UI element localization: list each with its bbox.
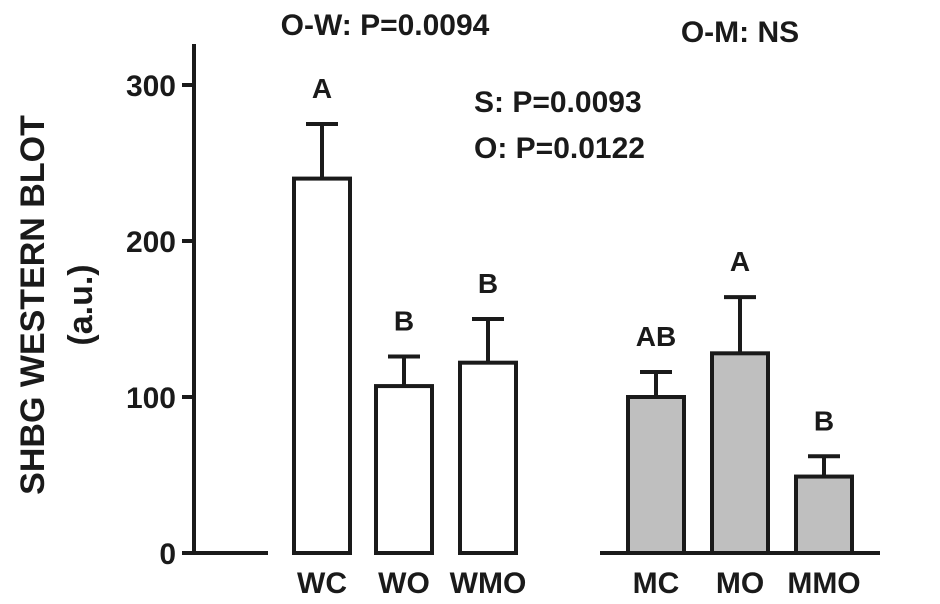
bar-WC <box>292 176 352 555</box>
bar-MC <box>626 395 686 555</box>
y-tick-label-300: 300 <box>126 70 176 103</box>
category-label-MMO: MMO <box>787 567 860 600</box>
group-label-women: O-W: P=0.0094 <box>281 9 490 42</box>
bar-WMO <box>458 360 518 555</box>
y-tick-label-200: 200 <box>126 226 176 259</box>
significance-letter-WMO: B <box>478 268 498 299</box>
group-label-men: O-M: NS <box>681 16 799 49</box>
y-tick-label-0: 0 <box>159 538 176 571</box>
annotation-s: S: P=0.0093 <box>474 86 642 119</box>
significance-letter-MC: AB <box>636 321 676 352</box>
significance-letter-MMO: B <box>814 405 834 436</box>
y-axis-label-line2: (a.u.) <box>62 264 100 345</box>
significance-letter-WO: B <box>394 305 414 336</box>
category-label-WMO: WMO <box>450 567 527 600</box>
category-label-MO: MO <box>716 567 764 600</box>
category-label-WC: WC <box>297 567 347 600</box>
category-label-MC: MC <box>633 567 680 600</box>
significance-letter-WC: A <box>312 73 332 104</box>
bar-MMO <box>794 474 854 555</box>
plot-area: 0 100 200 300 A WC B WO B WMO AB MC A MO B MMO <box>126 44 880 600</box>
bar-MO <box>710 351 770 555</box>
annotation-o: O: P=0.0122 <box>474 132 645 165</box>
bar-WO <box>374 384 434 555</box>
y-tick-label-100: 100 <box>126 382 176 415</box>
significance-letter-MO: A <box>730 246 750 277</box>
category-label-WO: WO <box>378 567 430 600</box>
y-axis-label-line1: SHBG WESTERN BLOT <box>14 115 52 495</box>
